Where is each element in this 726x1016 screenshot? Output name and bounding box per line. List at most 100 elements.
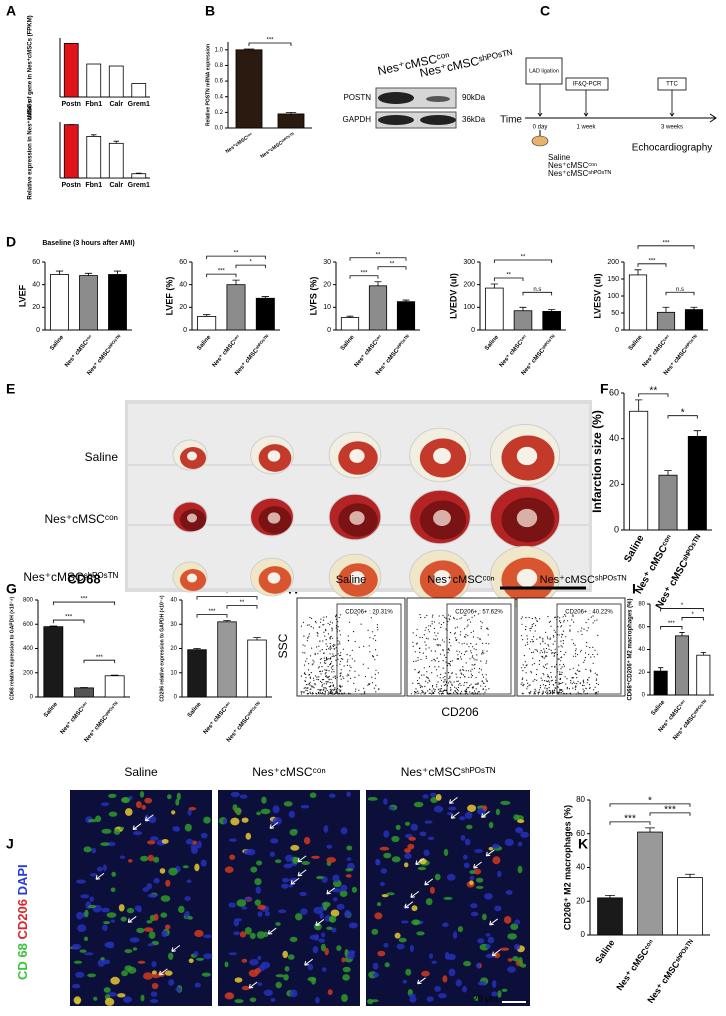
flow-event [575, 673, 577, 675]
flow-event [455, 673, 457, 675]
stained-cell [76, 911, 84, 920]
stained-cell [103, 987, 111, 993]
flow-event [448, 677, 450, 680]
flow-event [337, 640, 339, 642]
y-tick-label: 60 [179, 259, 187, 266]
flow-event [418, 682, 420, 685]
channel-labels: CD 68 CD206 DAPI [15, 864, 30, 980]
flow-event [470, 673, 472, 675]
flow-event [572, 642, 575, 645]
flow-event [416, 628, 418, 631]
flow-event [561, 636, 563, 638]
flow-event [527, 682, 529, 684]
stained-cell [429, 953, 433, 959]
significance-label: * [691, 612, 694, 618]
flow-event [445, 628, 447, 630]
flow-event [376, 624, 378, 626]
flow-event [538, 689, 541, 691]
flow-event [590, 656, 592, 658]
flow-event [340, 672, 342, 674]
stained-cell [423, 849, 430, 857]
stained-cell [117, 993, 126, 998]
flow-event [460, 684, 462, 687]
flow-event [354, 660, 356, 662]
flow-event [552, 635, 555, 637]
flow-event [339, 654, 341, 657]
flow-event [325, 681, 327, 683]
stained-cell [136, 927, 145, 934]
flow-event [550, 649, 552, 652]
flow-event [334, 675, 336, 677]
flow-event [346, 654, 348, 656]
flow-event [545, 667, 548, 669]
stained-cell [507, 933, 517, 940]
flow-event [312, 627, 314, 629]
flow-event [339, 675, 341, 677]
y-tick-label: 20 [170, 646, 177, 652]
flow-event [419, 684, 421, 686]
bar [108, 274, 127, 331]
stained-cell [151, 961, 157, 968]
stained-cell [372, 962, 379, 970]
heart-lumen [267, 450, 281, 462]
flow-event [314, 684, 316, 686]
flow-event [417, 657, 419, 659]
marker-arrow [424, 878, 434, 886]
stained-cell [244, 897, 253, 901]
flow-event [467, 635, 469, 637]
x-tick-label: Nes⁺ cMSCᶜᵒⁿ [202, 700, 233, 735]
flow-event [456, 688, 458, 691]
stained-cell [341, 957, 346, 963]
flow-event [565, 615, 567, 617]
stained-cell [79, 949, 87, 953]
flow-event [466, 650, 468, 652]
stained-cell [467, 804, 477, 812]
stained-cell [143, 972, 153, 980]
flow-event [534, 693, 536, 695]
flow-event [520, 618, 522, 620]
stained-cell [288, 810, 296, 819]
x-tick-label: Nes⁺cMSCᶜᵒⁿ [225, 132, 254, 155]
stained-cell [153, 856, 160, 863]
stained-cell [256, 931, 266, 939]
bar [340, 317, 360, 331]
flow-event [545, 664, 547, 666]
stained-cell [241, 985, 250, 991]
flow-event [475, 649, 477, 651]
blot-band [420, 115, 456, 125]
flow-event [466, 691, 468, 693]
flow-event [579, 682, 582, 684]
flow-event [429, 688, 431, 691]
flow-event [341, 685, 343, 687]
flow-event [540, 650, 542, 652]
y-tick-label: 40 [638, 647, 645, 653]
stained-cell [421, 970, 430, 977]
flow-event [470, 670, 472, 672]
flow-event [582, 679, 584, 681]
flow-event [533, 636, 535, 638]
error-bar [605, 894, 615, 898]
stained-cell [270, 838, 279, 844]
flow-event [306, 693, 308, 695]
flow-event [371, 676, 373, 678]
x-tick-label: Saline [196, 334, 212, 352]
flow-event [559, 671, 561, 673]
flow-event [378, 688, 380, 691]
flow-event [454, 690, 456, 692]
stained-cell [381, 894, 389, 898]
timeline-arrow [583, 90, 589, 117]
bar [50, 274, 69, 331]
flow-event [457, 654, 459, 656]
flow-event [311, 647, 313, 649]
stained-cell [281, 883, 289, 889]
flow-event [330, 685, 332, 687]
flow-event [310, 692, 312, 695]
flow-event [522, 693, 524, 695]
flow-event [308, 674, 310, 676]
flow-event [449, 689, 452, 691]
flow-event [543, 657, 545, 659]
stained-cell [300, 908, 308, 915]
bar [74, 687, 94, 698]
stained-cell [299, 891, 307, 897]
